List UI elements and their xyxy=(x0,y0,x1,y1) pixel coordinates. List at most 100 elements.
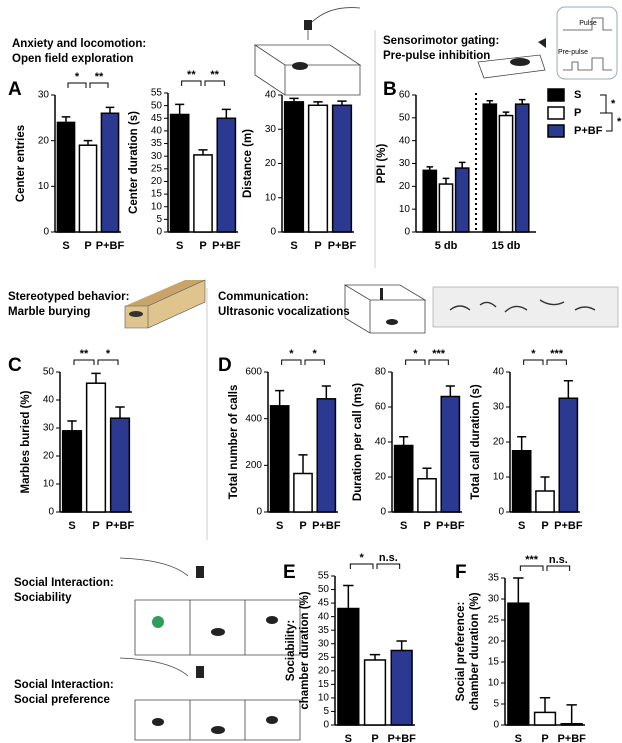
panel-label: D xyxy=(218,355,232,376)
bar xyxy=(498,114,514,233)
significance-bracket xyxy=(73,359,95,365)
y-tick-label: 10 xyxy=(265,192,277,203)
inset-label: Pulse xyxy=(579,20,597,27)
significance-bracket xyxy=(546,359,567,365)
significance-bracket xyxy=(97,359,119,365)
significance-label: *** xyxy=(432,348,446,360)
significance-bracket xyxy=(376,563,401,569)
y-tick-label: 0 xyxy=(493,720,499,731)
x-tick-label: P+BF xyxy=(96,240,125,252)
x-tick-label: P+BF xyxy=(554,520,583,532)
y-tick-label: 10 xyxy=(151,201,163,212)
error-bar xyxy=(115,406,125,419)
y-tick-label: 20 xyxy=(399,181,411,192)
inset-label: Pre-pulse xyxy=(558,49,588,56)
y-tick-label: 20 xyxy=(38,135,50,146)
y-tick-label: 0 xyxy=(498,507,504,518)
panel-label: E xyxy=(283,562,296,583)
y-tick-label: 40 xyxy=(151,126,163,137)
y-tick-label: 5 xyxy=(323,706,329,717)
error-bar xyxy=(539,696,551,713)
y-tick-label: 30 xyxy=(38,90,50,101)
section-heading: Social Interaction: xyxy=(14,577,114,589)
x-tick-label: S xyxy=(276,520,283,532)
panel-label: A xyxy=(8,79,22,100)
y-axis-label: Distance (m) xyxy=(242,129,254,198)
x-tick-label: S xyxy=(400,520,407,532)
significance-label: * xyxy=(106,348,111,360)
y-tick-label: 10 xyxy=(488,678,500,689)
error-bar xyxy=(396,640,407,651)
panel-label: F xyxy=(455,562,467,583)
bar xyxy=(331,104,353,233)
y-tick-label: 25 xyxy=(318,652,330,663)
y-tick-label: 600 xyxy=(245,367,262,378)
bar xyxy=(169,113,190,233)
significance-label: * xyxy=(289,348,294,360)
significance-bracket xyxy=(523,359,544,365)
error-bar xyxy=(83,139,93,146)
y-tick-label: 10 xyxy=(43,479,55,490)
significance-bracket xyxy=(428,359,449,365)
bar xyxy=(507,602,530,726)
bar xyxy=(422,169,438,233)
y-tick-label: 20 xyxy=(151,176,163,187)
x-tick-label: P xyxy=(92,520,99,532)
x-tick-label: S xyxy=(518,520,525,532)
panel-label: B xyxy=(383,79,397,100)
bar xyxy=(56,121,76,233)
error-bar xyxy=(426,166,434,171)
legend-swatch xyxy=(547,124,565,138)
section-heading: Ultrasonic vocalizations xyxy=(218,306,350,318)
significance-label: n.s. xyxy=(549,554,568,566)
bar xyxy=(438,183,454,233)
x-tick-label: S xyxy=(515,733,522,743)
legend-label: P xyxy=(574,107,581,119)
significance-bracket xyxy=(349,563,374,569)
section-heading: Pre-pulse inhibition xyxy=(383,50,490,62)
y-tick-label: 0 xyxy=(323,720,329,731)
bar xyxy=(535,490,555,513)
x-tick-label: P+BF xyxy=(212,240,241,252)
bar xyxy=(307,104,329,233)
section-heading: Social Interaction: xyxy=(14,679,114,691)
y-tick-label: 55 xyxy=(151,88,163,99)
y-tick-label: 0 xyxy=(404,227,410,238)
usv-illustration xyxy=(343,284,619,334)
error-bar xyxy=(289,97,299,102)
x-tick-label: S xyxy=(68,520,75,532)
significance-bracket xyxy=(606,112,613,132)
bar xyxy=(390,649,413,726)
error-bar xyxy=(61,116,71,123)
x-tick-label: P+BF xyxy=(387,733,416,743)
bar xyxy=(533,711,557,726)
y-tick-label: 15 xyxy=(488,657,500,668)
x-tick-label: P xyxy=(541,733,548,743)
x-tick-label: 5 db xyxy=(435,240,458,252)
x-tick-label: P+BF xyxy=(436,520,465,532)
y-tick-label: 0 xyxy=(256,507,262,518)
error-bar xyxy=(442,177,450,185)
y-tick-label: 200 xyxy=(245,460,262,471)
error-bar xyxy=(369,653,381,660)
significance-label: ** xyxy=(210,69,219,81)
bar xyxy=(109,417,131,513)
y-axis-label: Center duration (s) xyxy=(128,111,140,214)
significance-label: * xyxy=(313,348,318,360)
significance-bracket xyxy=(89,82,109,88)
section-heading: Anxiety and locomotion: xyxy=(12,38,146,50)
legend-swatch xyxy=(547,88,565,102)
error-bar xyxy=(486,99,494,105)
significance-label: * xyxy=(531,348,536,360)
bar xyxy=(417,478,437,513)
y-tick-label: 30 xyxy=(318,638,330,649)
bar xyxy=(293,472,313,513)
error-bar xyxy=(518,98,526,105)
y-tick-label: 30 xyxy=(151,151,163,162)
error-bar xyxy=(517,436,527,451)
y-tick-label: 0 xyxy=(380,507,386,518)
significance-bracket xyxy=(304,359,325,365)
x-tick-label: P xyxy=(84,240,91,252)
sociability-illustration xyxy=(119,557,301,741)
y-axis-label: chamber duration (%) xyxy=(299,591,311,709)
